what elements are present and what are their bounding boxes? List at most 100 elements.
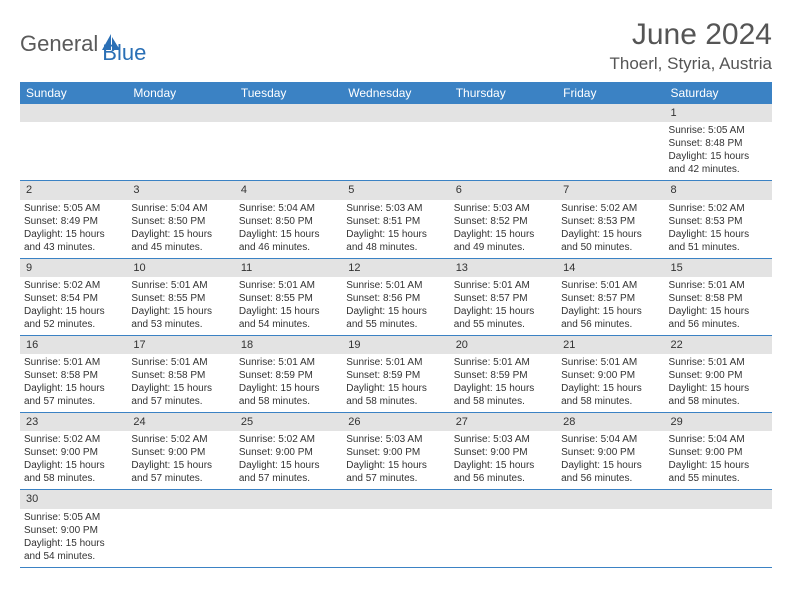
calendar-day-cell: 6Sunrise: 5:03 AMSunset: 8:52 PMDaylight… [450, 181, 557, 258]
day-details: Sunrise: 5:03 AMSunset: 8:51 PMDaylight:… [346, 202, 445, 254]
sunrise-text: Sunrise: 5:01 AM [454, 356, 553, 369]
day-number: 10 [127, 259, 234, 277]
day-number [342, 104, 449, 122]
sunrise-text: Sunrise: 5:01 AM [239, 279, 338, 292]
daylight-text-1: Daylight: 15 hours [346, 305, 445, 318]
calendar-day-cell [450, 104, 557, 181]
day-number: 4 [235, 181, 342, 199]
weekday-header: Friday [557, 82, 664, 104]
day-number: 14 [557, 259, 664, 277]
day-number: 15 [665, 259, 772, 277]
sunset-text: Sunset: 8:59 PM [239, 369, 338, 382]
daylight-text-2: and 57 minutes. [131, 472, 230, 485]
month-title: June 2024 [609, 18, 772, 52]
daylight-text-1: Daylight: 15 hours [561, 305, 660, 318]
daylight-text-2: and 53 minutes. [131, 318, 230, 331]
weekday-header: Wednesday [342, 82, 449, 104]
logo-text-general: General [20, 31, 98, 57]
day-details: Sunrise: 5:02 AMSunset: 8:54 PMDaylight:… [24, 279, 123, 331]
calendar-week-row: 23Sunrise: 5:02 AMSunset: 9:00 PMDayligh… [20, 413, 772, 490]
calendar-day-cell: 16Sunrise: 5:01 AMSunset: 8:58 PMDayligh… [20, 335, 127, 412]
daylight-text-2: and 58 minutes. [239, 395, 338, 408]
sunset-text: Sunset: 9:00 PM [561, 369, 660, 382]
calendar-body: 1Sunrise: 5:05 AMSunset: 8:48 PMDaylight… [20, 104, 772, 567]
sunset-text: Sunset: 8:53 PM [561, 215, 660, 228]
daylight-text-2: and 57 minutes. [346, 472, 445, 485]
calendar-day-cell: 27Sunrise: 5:03 AMSunset: 9:00 PMDayligh… [450, 413, 557, 490]
location-text: Thoerl, Styria, Austria [609, 54, 772, 74]
daylight-text-2: and 50 minutes. [561, 241, 660, 254]
sunset-text: Sunset: 8:52 PM [454, 215, 553, 228]
day-details: Sunrise: 5:01 AMSunset: 8:59 PMDaylight:… [239, 356, 338, 408]
sunrise-text: Sunrise: 5:05 AM [24, 202, 123, 215]
daylight-text-2: and 48 minutes. [346, 241, 445, 254]
sunset-text: Sunset: 9:00 PM [239, 446, 338, 459]
daylight-text-2: and 57 minutes. [24, 395, 123, 408]
sunrise-text: Sunrise: 5:05 AM [669, 124, 768, 137]
sunset-text: Sunset: 8:51 PM [346, 215, 445, 228]
sunrise-text: Sunrise: 5:01 AM [131, 356, 230, 369]
calendar-week-row: 30Sunrise: 5:05 AMSunset: 9:00 PMDayligh… [20, 490, 772, 567]
daylight-text-2: and 49 minutes. [454, 241, 553, 254]
calendar-day-cell [342, 490, 449, 567]
sunrise-text: Sunrise: 5:03 AM [346, 202, 445, 215]
day-details: Sunrise: 5:01 AMSunset: 8:55 PMDaylight:… [131, 279, 230, 331]
day-details: Sunrise: 5:01 AMSunset: 8:55 PMDaylight:… [239, 279, 338, 331]
daylight-text-1: Daylight: 15 hours [454, 305, 553, 318]
daylight-text-1: Daylight: 15 hours [669, 305, 768, 318]
day-details: Sunrise: 5:01 AMSunset: 9:00 PMDaylight:… [561, 356, 660, 408]
day-number: 28 [557, 413, 664, 431]
day-details: Sunrise: 5:01 AMSunset: 8:58 PMDaylight:… [131, 356, 230, 408]
calendar-day-cell: 25Sunrise: 5:02 AMSunset: 9:00 PMDayligh… [235, 413, 342, 490]
calendar-day-cell [127, 104, 234, 181]
logo: General Blue [20, 18, 146, 66]
daylight-text-1: Daylight: 15 hours [346, 382, 445, 395]
day-number [342, 490, 449, 508]
daylight-text-2: and 51 minutes. [669, 241, 768, 254]
calendar-day-cell: 28Sunrise: 5:04 AMSunset: 9:00 PMDayligh… [557, 413, 664, 490]
calendar-day-cell: 21Sunrise: 5:01 AMSunset: 9:00 PMDayligh… [557, 335, 664, 412]
day-number: 29 [665, 413, 772, 431]
sunset-text: Sunset: 8:58 PM [131, 369, 230, 382]
sunset-text: Sunset: 8:49 PM [24, 215, 123, 228]
sunrise-text: Sunrise: 5:03 AM [454, 433, 553, 446]
daylight-text-1: Daylight: 15 hours [24, 537, 123, 550]
calendar-day-cell: 3Sunrise: 5:04 AMSunset: 8:50 PMDaylight… [127, 181, 234, 258]
calendar-day-cell [342, 104, 449, 181]
calendar-day-cell: 7Sunrise: 5:02 AMSunset: 8:53 PMDaylight… [557, 181, 664, 258]
sunrise-text: Sunrise: 5:02 AM [24, 279, 123, 292]
daylight-text-1: Daylight: 15 hours [561, 459, 660, 472]
sunrise-text: Sunrise: 5:03 AM [454, 202, 553, 215]
day-number: 13 [450, 259, 557, 277]
day-details: Sunrise: 5:01 AMSunset: 8:57 PMDaylight:… [454, 279, 553, 331]
day-number [665, 490, 772, 508]
calendar-day-cell: 22Sunrise: 5:01 AMSunset: 9:00 PMDayligh… [665, 335, 772, 412]
calendar-day-cell: 11Sunrise: 5:01 AMSunset: 8:55 PMDayligh… [235, 258, 342, 335]
day-number: 26 [342, 413, 449, 431]
daylight-text-1: Daylight: 15 hours [454, 382, 553, 395]
daylight-text-2: and 58 minutes. [346, 395, 445, 408]
sunset-text: Sunset: 9:00 PM [454, 446, 553, 459]
day-number: 23 [20, 413, 127, 431]
calendar-week-row: 2Sunrise: 5:05 AMSunset: 8:49 PMDaylight… [20, 181, 772, 258]
sunrise-text: Sunrise: 5:01 AM [669, 356, 768, 369]
day-number: 18 [235, 336, 342, 354]
calendar-day-cell [665, 490, 772, 567]
sunset-text: Sunset: 8:59 PM [454, 369, 553, 382]
calendar-day-cell: 14Sunrise: 5:01 AMSunset: 8:57 PMDayligh… [557, 258, 664, 335]
day-details: Sunrise: 5:04 AMSunset: 8:50 PMDaylight:… [239, 202, 338, 254]
calendar-day-cell: 15Sunrise: 5:01 AMSunset: 8:58 PMDayligh… [665, 258, 772, 335]
day-details: Sunrise: 5:05 AMSunset: 9:00 PMDaylight:… [24, 511, 123, 563]
sunrise-text: Sunrise: 5:02 AM [669, 202, 768, 215]
sunrise-text: Sunrise: 5:04 AM [239, 202, 338, 215]
calendar-day-cell: 9 Sunrise: 5:02 AMSunset: 8:54 PMDaylight… [20, 258, 127, 335]
sunset-text: Sunset: 8:59 PM [346, 369, 445, 382]
calendar-day-cell: 19Sunrise: 5:01 AMSunset: 8:59 PMDayligh… [342, 335, 449, 412]
day-number: 1 [665, 104, 772, 122]
daylight-text-2: and 45 minutes. [131, 241, 230, 254]
day-number: 9 [20, 259, 127, 277]
sunrise-text: Sunrise: 5:01 AM [24, 356, 123, 369]
day-details: Sunrise: 5:01 AMSunset: 8:59 PMDaylight:… [454, 356, 553, 408]
sunrise-text: Sunrise: 5:01 AM [239, 356, 338, 369]
day-number [557, 104, 664, 122]
